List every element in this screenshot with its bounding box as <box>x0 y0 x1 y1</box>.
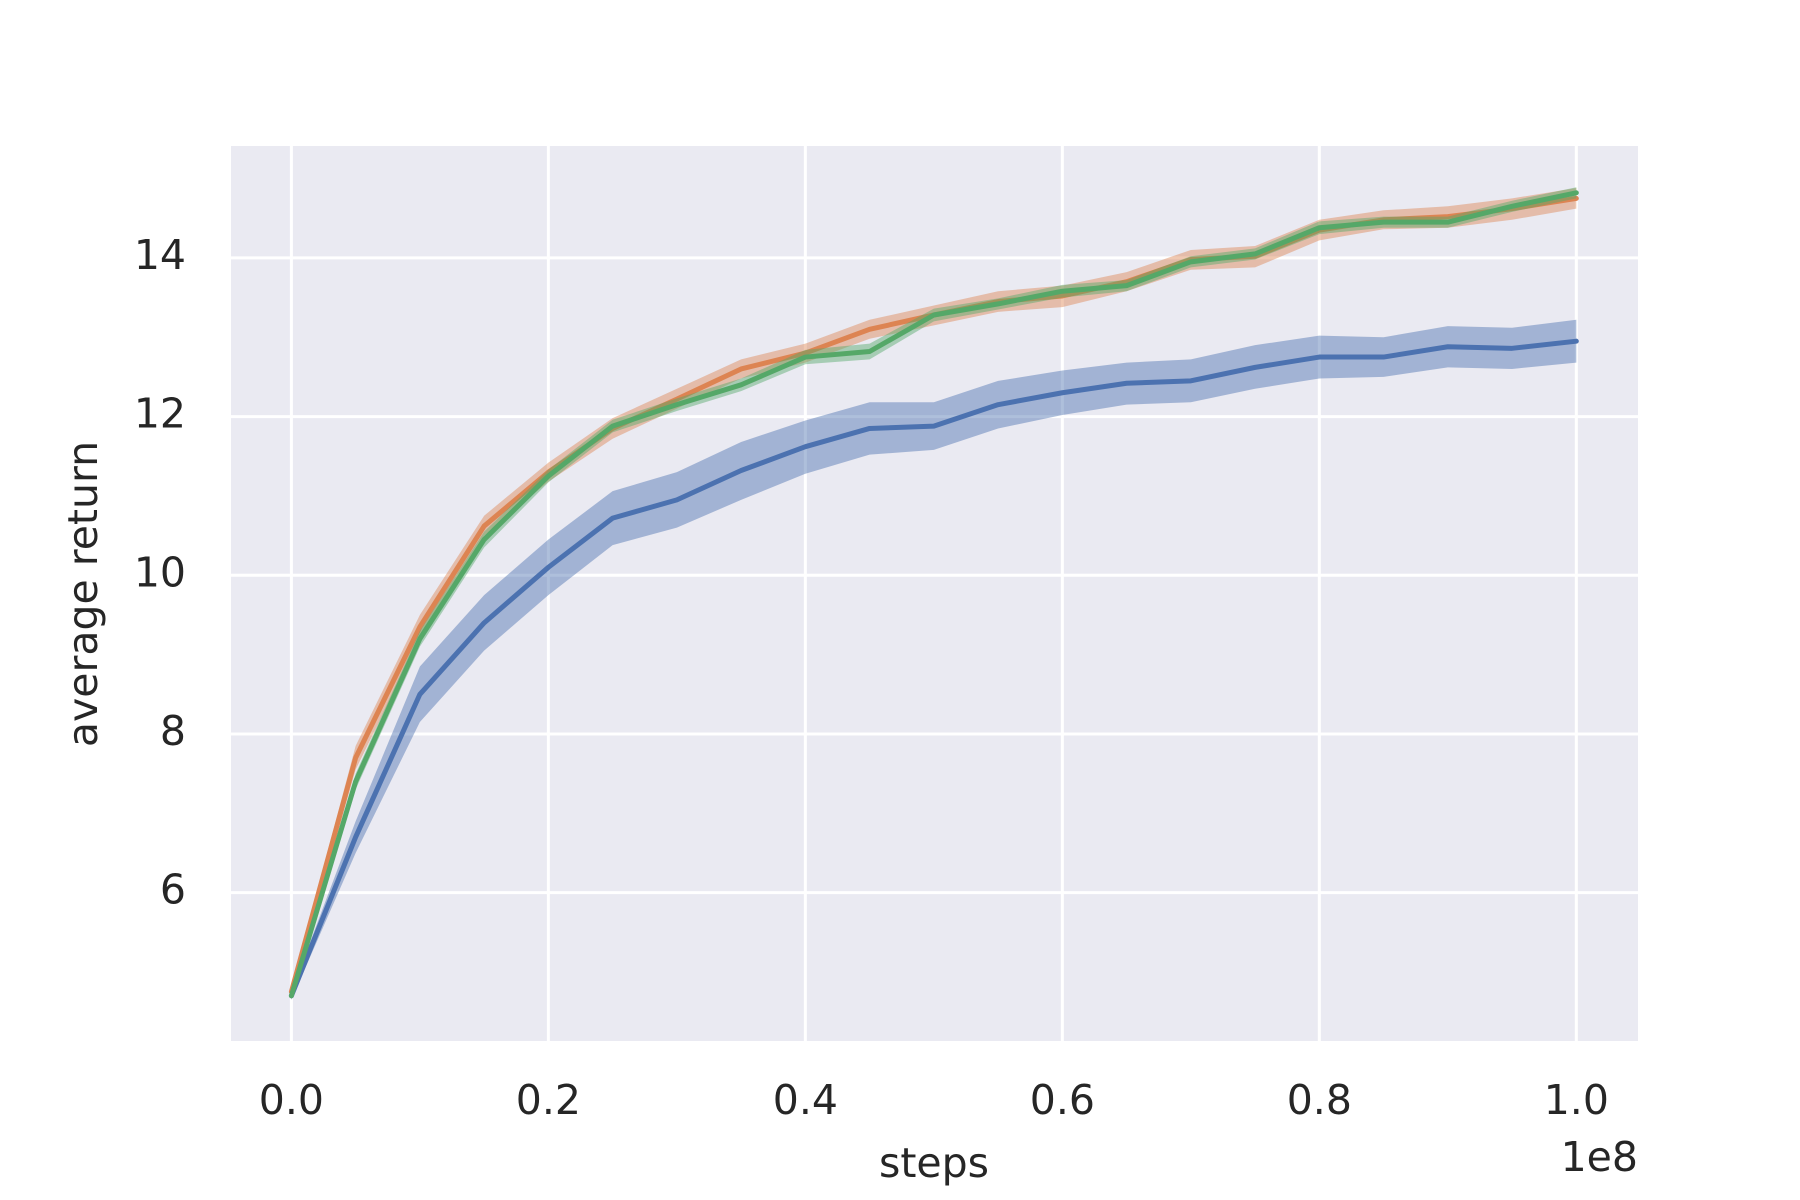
x-axis-label: steps <box>879 1139 989 1187</box>
x-tick-label: 0.4 <box>773 1076 838 1124</box>
x-offset-label: 1e8 <box>1561 1133 1638 1181</box>
x-tick-label: 1.0 <box>1544 1076 1609 1124</box>
x-tick-label: 0.0 <box>259 1076 324 1124</box>
y-tick-label: 10 <box>134 548 186 596</box>
line <box>288 190 1579 999</box>
y-tick-label: 8 <box>160 707 186 755</box>
y-tick-label: 6 <box>160 866 186 914</box>
y-tick-label: 14 <box>134 231 186 279</box>
y-tick-label: 12 <box>134 390 186 438</box>
y-axis-label: average return <box>59 441 107 747</box>
x-tick-label: 0.2 <box>516 1076 581 1124</box>
x-tick-label: 0.6 <box>1030 1076 1095 1124</box>
x-tick-label: 0.8 <box>1287 1076 1352 1124</box>
line <box>288 338 1579 999</box>
